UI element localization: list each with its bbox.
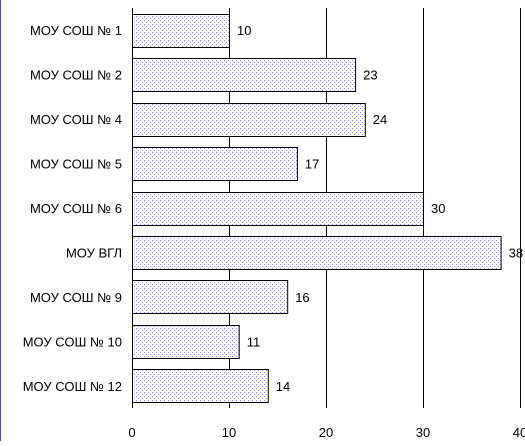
data-label: 23 xyxy=(363,68,377,83)
category-label: МОУ ВГЛ xyxy=(66,245,122,260)
data-label: 10 xyxy=(237,23,251,38)
x-tick-label: 20 xyxy=(319,425,333,440)
data-label: 14 xyxy=(276,379,290,394)
data-label: 17 xyxy=(305,157,319,172)
data-label: 11 xyxy=(247,334,261,349)
y-axis-labels: МОУ СОШ № 1 МОУ СОШ № 2 МОУ СОШ № 4 МОУ СОШ… xyxy=(23,23,122,394)
data-label: 38 xyxy=(509,245,523,260)
category-label: МОУ СОШ № 6 xyxy=(30,201,122,216)
category-label: МОУ СОШ № 10 xyxy=(23,334,122,349)
data-labels: 10 23 24 17 30 38 16 11 14 xyxy=(237,23,523,394)
data-label: 30 xyxy=(431,201,445,216)
bar xyxy=(132,14,230,48)
x-tick-label: 40 xyxy=(513,425,525,440)
x-tick-label: 0 xyxy=(128,425,135,440)
category-label: МОУ СОШ № 4 xyxy=(30,112,122,127)
category-label: МОУ СОШ № 2 xyxy=(30,68,122,83)
category-label: МОУ СОШ № 1 xyxy=(30,23,122,38)
bars xyxy=(132,14,502,403)
x-tick-label: 10 xyxy=(222,425,236,440)
x-axis-tick-labels: 0 10 20 30 40 xyxy=(128,425,525,440)
category-label: МОУ СОШ № 9 xyxy=(30,290,122,305)
bar xyxy=(132,369,269,403)
bar xyxy=(132,103,366,137)
bar xyxy=(132,280,289,314)
bar xyxy=(132,58,357,92)
bar xyxy=(132,192,424,226)
category-label: МОУ СОШ № 12 xyxy=(23,379,122,394)
data-label: 24 xyxy=(373,112,387,127)
bar xyxy=(132,236,502,270)
bar xyxy=(132,147,298,181)
x-tick-label: 30 xyxy=(416,425,430,440)
bar xyxy=(132,325,240,359)
data-label: 16 xyxy=(295,290,309,305)
category-label: МОУ СОШ № 5 xyxy=(30,157,122,172)
